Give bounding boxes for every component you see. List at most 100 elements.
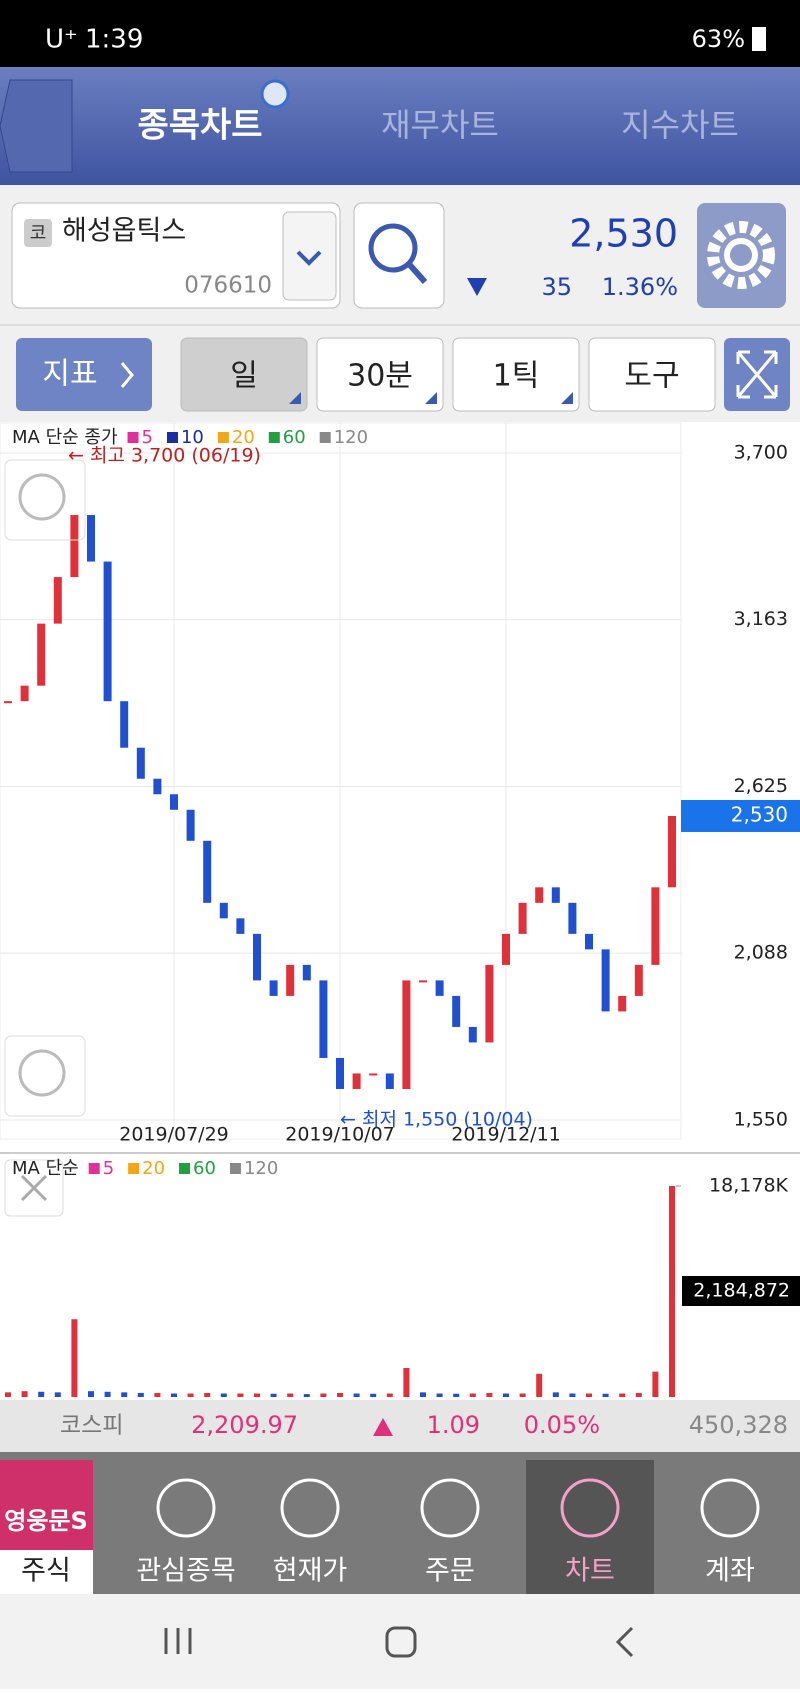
nav-label[interactable]: 관심종목 bbox=[136, 1556, 235, 1587]
legend-swatch bbox=[268, 432, 280, 443]
back-button[interactable] bbox=[0, 79, 73, 173]
chevron bbox=[120, 362, 134, 388]
candle bbox=[634, 964, 643, 996]
legend-swatch bbox=[88, 1163, 100, 1174]
down-arrow bbox=[467, 278, 487, 296]
candle bbox=[336, 1057, 344, 1089]
x-tick-label: 2019/10/07 bbox=[285, 1124, 395, 1146]
x-tick-label: 2019/12/11 bbox=[451, 1124, 561, 1146]
current-price-tag bbox=[681, 799, 800, 832]
volume-bar bbox=[121, 1392, 128, 1397]
legend-swatch bbox=[166, 432, 178, 443]
carrier: U⁺ bbox=[45, 25, 78, 55]
candle bbox=[103, 561, 112, 702]
expand-icon bbox=[736, 350, 778, 399]
legend-label: 20 bbox=[142, 1158, 165, 1179]
nav-label[interactable]: 주문 bbox=[425, 1556, 475, 1587]
volume-bar bbox=[386, 1393, 393, 1397]
y-tick-label: 2,625 bbox=[734, 775, 788, 797]
candle bbox=[502, 933, 510, 965]
settings-button[interactable] bbox=[697, 203, 786, 308]
nav-label[interactable]: 주식 bbox=[21, 1556, 71, 1587]
period-button[interactable] bbox=[588, 337, 716, 412]
market-name: 코스피 bbox=[60, 1413, 123, 1439]
indicator-button[interactable] bbox=[16, 338, 152, 411]
candle bbox=[568, 902, 577, 934]
candle bbox=[419, 980, 427, 983]
search-icon bbox=[368, 223, 418, 273]
brand: 영웅문S bbox=[4, 1507, 88, 1535]
battery: 63% bbox=[692, 25, 745, 53]
close-button[interactable] bbox=[4, 1159, 64, 1217]
period-button[interactable] bbox=[316, 337, 444, 412]
corner-mark bbox=[425, 392, 437, 404]
corner-mark bbox=[289, 392, 301, 404]
legend-swatch bbox=[319, 432, 331, 443]
recent-apps[interactable] bbox=[164, 1628, 192, 1654]
zoom-out[interactable] bbox=[4, 1035, 86, 1117]
home[interactable] bbox=[385, 1626, 417, 1658]
dropdown-arrow bbox=[296, 250, 322, 266]
stock-box[interactable] bbox=[11, 202, 341, 309]
volume-bar bbox=[403, 1367, 410, 1397]
legend-label: 5 bbox=[103, 1158, 114, 1179]
current-volume: 2,184,872 bbox=[693, 1280, 790, 1302]
volume-bar bbox=[619, 1393, 626, 1397]
zoom-in[interactable] bbox=[4, 459, 86, 541]
volume-bar bbox=[154, 1392, 161, 1397]
legend-swatch bbox=[179, 1163, 191, 1174]
nav-icon bbox=[420, 1478, 480, 1538]
candle bbox=[120, 701, 129, 748]
gear-hub bbox=[724, 238, 758, 272]
nav-label[interactable]: 현재가 bbox=[273, 1556, 348, 1587]
volume-bar bbox=[187, 1393, 194, 1397]
stock-name: 해성옵틱스 bbox=[62, 216, 186, 247]
volume-bar bbox=[5, 1392, 11, 1397]
volume-bar bbox=[635, 1392, 642, 1397]
period-button[interactable] bbox=[180, 337, 308, 412]
chart-area bbox=[0, 422, 800, 1400]
volume-bar bbox=[569, 1393, 576, 1397]
legend-swatch bbox=[217, 432, 229, 443]
search-button[interactable] bbox=[353, 202, 445, 309]
legend-label: 60 bbox=[283, 427, 306, 448]
candle bbox=[170, 794, 178, 810]
candle bbox=[585, 933, 593, 950]
volume-bar bbox=[486, 1392, 493, 1397]
legend-label: 120 bbox=[334, 427, 368, 448]
volume-bar bbox=[519, 1393, 526, 1397]
volume-bar bbox=[137, 1392, 144, 1397]
candle bbox=[352, 1073, 361, 1089]
volume-bar bbox=[586, 1393, 592, 1397]
nav-label[interactable]: 계좌 bbox=[705, 1556, 755, 1587]
candle bbox=[269, 980, 278, 996]
change-pct: 1.36% bbox=[602, 273, 678, 301]
tab[interactable]: 재무차트 bbox=[381, 106, 499, 144]
back[interactable] bbox=[615, 1626, 634, 1658]
dropdown[interactable] bbox=[282, 211, 337, 301]
volume-bar bbox=[320, 1393, 327, 1397]
nav-label[interactable]: 차트 bbox=[565, 1556, 615, 1587]
market-volume: 450,328 bbox=[689, 1411, 788, 1439]
candle bbox=[369, 1073, 378, 1076]
zoom-icon bbox=[18, 473, 66, 521]
candle bbox=[186, 809, 195, 841]
candle bbox=[4, 701, 12, 704]
candle bbox=[319, 980, 328, 1058]
volume-bar bbox=[503, 1393, 509, 1397]
tab[interactable]: 종목차트 bbox=[137, 106, 262, 146]
tab[interactable]: 지수차트 bbox=[621, 106, 739, 144]
volume-bar bbox=[237, 1393, 244, 1397]
volume-bar bbox=[552, 1392, 559, 1397]
volume-bar bbox=[38, 1391, 45, 1397]
legend-title: MA 단순 종가 bbox=[12, 427, 118, 448]
low-annotation: ← 최저 1,550 (10/04) bbox=[340, 1109, 533, 1131]
candle bbox=[236, 918, 245, 934]
period-label: 30분 bbox=[347, 359, 413, 394]
period-button[interactable] bbox=[452, 337, 580, 412]
period-label: 도구 bbox=[624, 359, 679, 394]
volume-bar bbox=[71, 1319, 78, 1397]
change: 35 bbox=[541, 273, 572, 301]
brand-tile[interactable] bbox=[0, 1460, 93, 1550]
